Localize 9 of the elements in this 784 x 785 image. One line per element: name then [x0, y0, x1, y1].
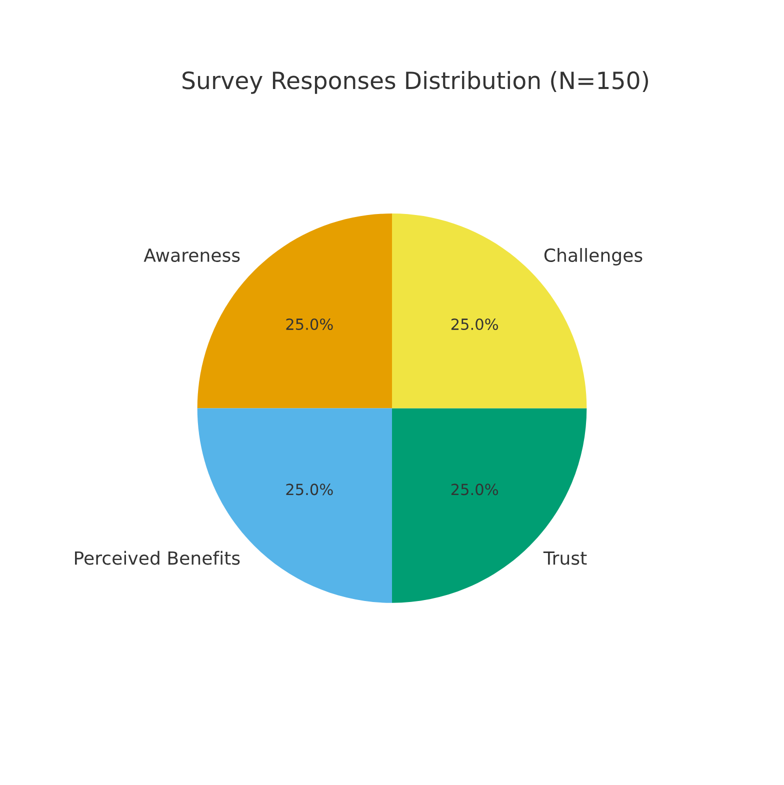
data-label: 25.0% — [286, 484, 333, 496]
slice-label: Perceived Benefits — [75, 550, 240, 565]
data-label: 25.0% — [451, 318, 498, 330]
chart-title: Survey Responses Distribution (N=150) — [182, 71, 648, 94]
slice-label: Challenges — [544, 248, 642, 266]
data-label: 25.0% — [451, 484, 498, 496]
slice-label: Trust — [543, 551, 587, 565]
slice-label: Awareness — [144, 248, 240, 262]
data-label: 25.0% — [286, 318, 333, 330]
